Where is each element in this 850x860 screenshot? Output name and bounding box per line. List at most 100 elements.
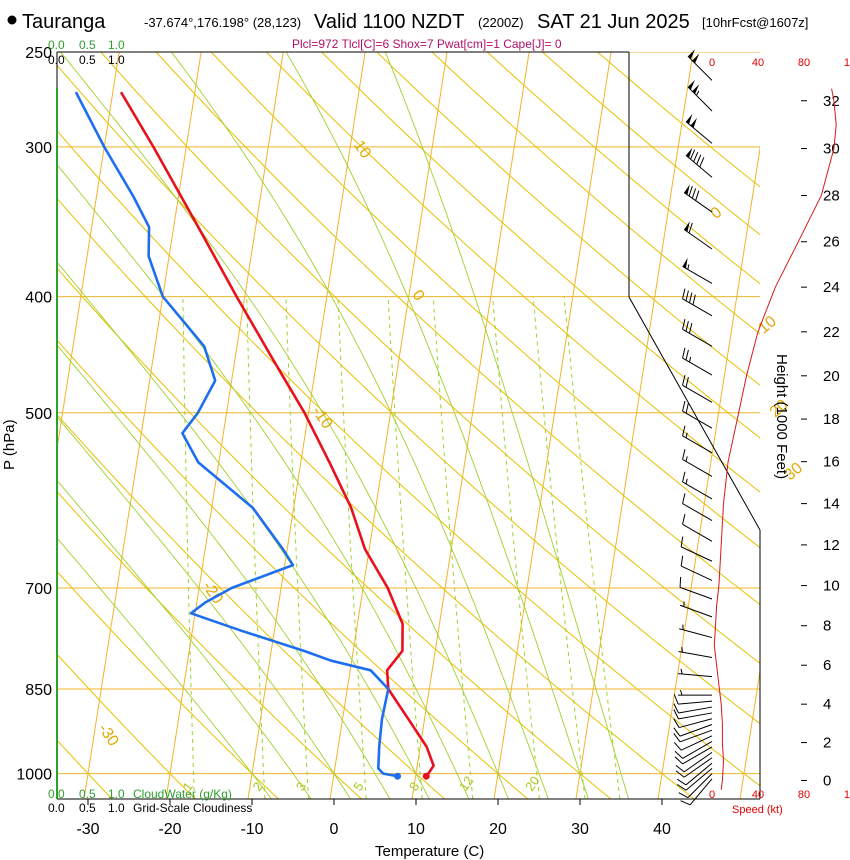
wind-barb: [687, 49, 713, 81]
cloudiness-tick-bottom: 1.0: [108, 801, 125, 815]
wind-barb: [682, 449, 713, 477]
wind-barb-full: [693, 152, 699, 163]
wind-barb: [674, 746, 713, 765]
wind-barb-staff: [678, 706, 713, 714]
tropopause-diagonal-line: [628, 296, 761, 531]
wind-barb-half: [681, 646, 683, 653]
height-tick-label: 0: [823, 772, 831, 789]
wind-barb: [682, 375, 713, 403]
height-tick-label: 16: [823, 454, 840, 471]
dry-adiabat-line: [321, 52, 760, 439]
height-tick-label: 4: [823, 696, 831, 713]
dry-adiabat-line: [57, 130, 760, 787]
height-tick-label: 20: [823, 368, 840, 385]
mixing-ratio-label: 12: [456, 773, 477, 793]
cloudiness-tick-bottom: 0.0: [48, 801, 65, 815]
wind-barb: [685, 147, 713, 178]
wind-barb-staff: [683, 192, 713, 213]
chart-header: Tauranga -37.674°,176.198° (28,123) Vali…: [7, 11, 808, 51]
wind-barb-full: [682, 347, 686, 359]
wind-speed-profile: [713, 88, 837, 790]
wind-barb-full: [673, 727, 681, 737]
mixing-ratio-line: [387, 296, 423, 799]
wind-barb-full: [685, 290, 689, 301]
moist-adiabat-line: [57, 344, 391, 799]
wind-barb-full: [678, 792, 689, 799]
wind-barb-staff: [679, 718, 713, 729]
dry-adiabat-line: [376, 52, 760, 386]
wind-barb-staff: [682, 357, 713, 376]
isotherm-line: [329, 52, 448, 799]
wind-barb-full: [682, 425, 686, 436]
temperature-tick-label: -30: [76, 821, 99, 838]
wind-barb-half: [685, 456, 688, 462]
cloudiness-tick-top: 1.0: [108, 53, 125, 67]
isotherm-label: -30: [95, 721, 122, 750]
height-axis-label: Height (1000 Feet): [773, 354, 790, 479]
wind-barb-full: [680, 800, 691, 806]
sounding-profiles: [74, 91, 435, 780]
surface-dewpoint-point: [394, 772, 402, 780]
wind-barb: [680, 555, 713, 581]
wind-barb-pennant: [688, 79, 695, 90]
mixing-ratio-label: 20: [522, 773, 543, 793]
isotherm-line: [411, 52, 530, 799]
height-tick-label: 6: [823, 657, 831, 674]
wind-barb: [679, 624, 713, 639]
wind-barb: [678, 689, 712, 696]
wind-barb: [682, 400, 713, 429]
pressure-ticks: 250 300 400 500 700 850 1000: [16, 45, 52, 784]
height-tick-label: 8: [823, 618, 831, 635]
wind-barb-half: [685, 432, 688, 438]
height-tick-label: 12: [823, 537, 840, 554]
wind-barb-full: [673, 709, 679, 720]
wind-barb: [682, 318, 713, 347]
height-tick-label: 2: [823, 735, 831, 752]
pressure-tick-label: 250: [25, 45, 52, 62]
wind-barb-staff: [687, 773, 713, 798]
pressure-tick-label: 700: [25, 581, 52, 598]
wind-barb-full: [682, 375, 686, 386]
wind-barb-full: [673, 703, 679, 714]
wind-barb-half: [687, 264, 690, 270]
temperature-tick-label: -10: [240, 821, 263, 838]
station-marker-icon: [7, 15, 17, 25]
temperature-tick-label: 30: [571, 821, 589, 838]
sounding-parameters: Plcl=972 Tlcl[C]=6 Shox=7 Pwat[cm]=1 Cap…: [292, 37, 562, 51]
moist-adiabat-line: [57, 261, 430, 799]
pressure-tick-label: 1000: [16, 767, 52, 784]
height-tick-label: 24: [823, 279, 840, 296]
wind-barb: [682, 257, 713, 284]
wind-barb-half: [685, 478, 688, 485]
wind-barb: [676, 762, 713, 786]
wind-barb-staff: [682, 410, 713, 429]
pressure-tick-label: 850: [25, 682, 52, 699]
wind-barb: [683, 221, 713, 250]
temperature-tick-label: 0: [330, 821, 339, 838]
temperature-tick-label: 10: [407, 821, 425, 838]
wind-barb-pennant: [684, 184, 690, 195]
temperature-tick-label: -20: [158, 821, 181, 838]
wind-barb-full: [690, 149, 696, 160]
wind-barb-full: [675, 770, 685, 778]
wind-barb-full: [682, 471, 686, 483]
pressure-tick-label: 500: [25, 406, 52, 423]
adiabat-label: 0: [708, 204, 726, 223]
axes-frame: [56, 51, 761, 800]
wind-barb: [675, 751, 713, 773]
temperature-tick-label: 20: [489, 821, 507, 838]
isotherm-line: [57, 52, 120, 452]
isotherm-line: [247, 52, 366, 799]
forecast-run: [10hrFcst@1607z]: [702, 15, 808, 30]
wind-barb: [682, 288, 713, 317]
speed-axis-label: Speed (kt): [732, 804, 783, 816]
wind-barb-full: [673, 718, 680, 728]
wind-barb-staff: [682, 384, 713, 403]
dry-adiabat-line: [57, 339, 529, 799]
y-axis-label: P (hPa): [1, 419, 18, 470]
wind-barb-full: [676, 784, 687, 791]
station-name: Tauranga: [22, 11, 106, 33]
wind-barb-full: [682, 288, 686, 299]
moist-adiabat-line: [57, 416, 351, 799]
